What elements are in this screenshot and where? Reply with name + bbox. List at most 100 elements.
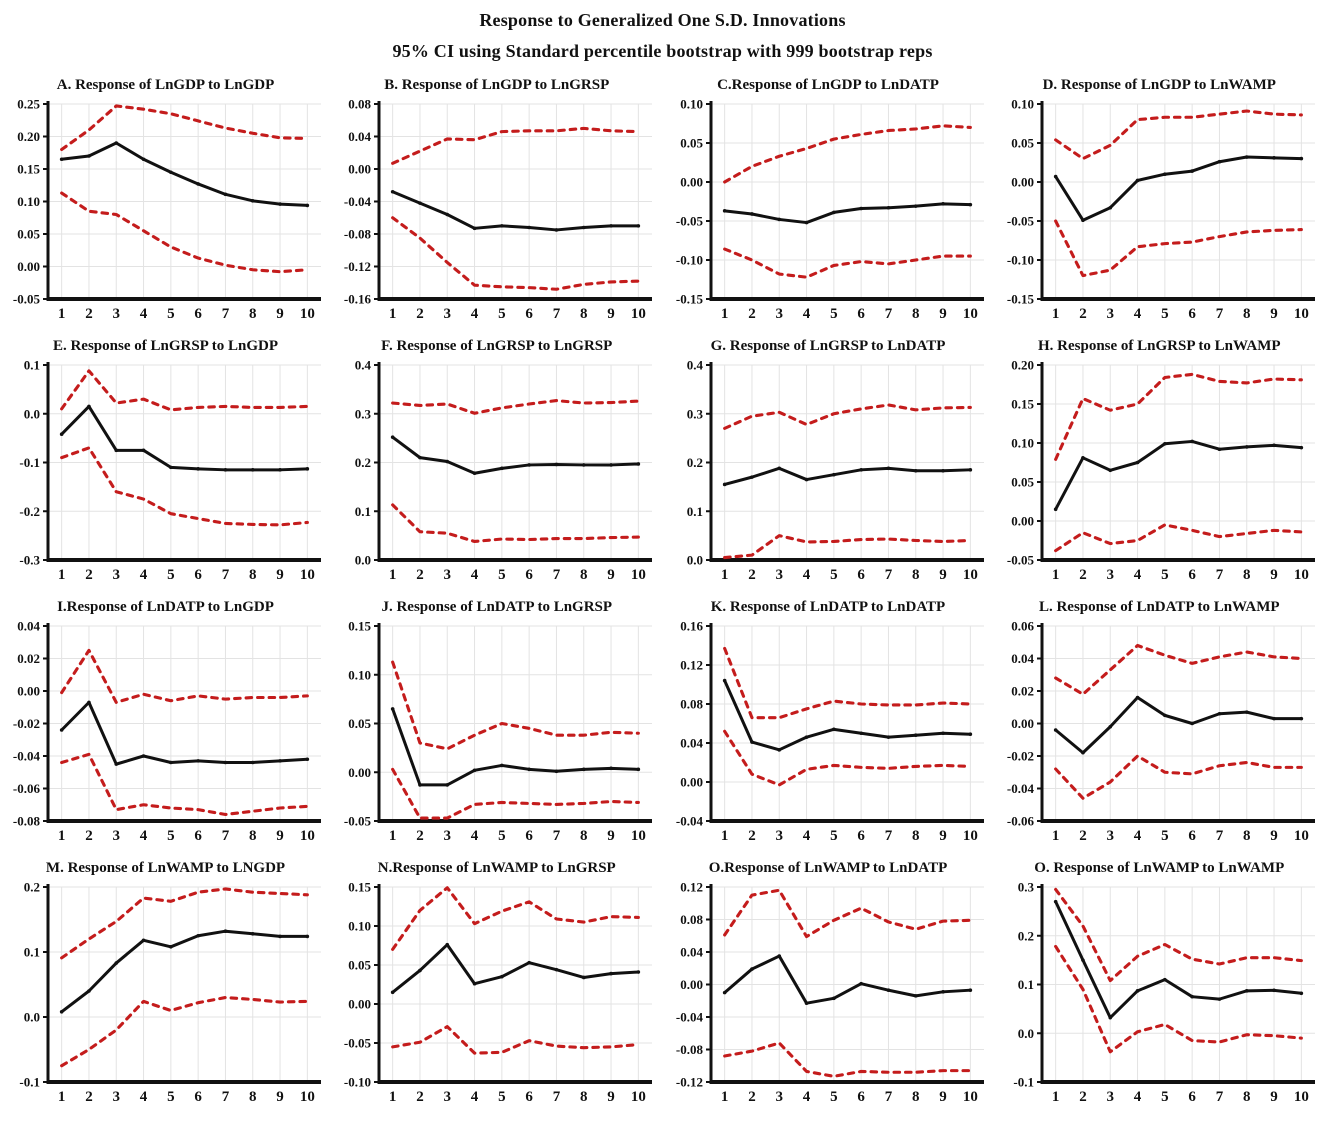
irf-panel: H. Response of LnGRSP to LnWAMP 0.20 0.15… [994,329,1325,590]
svg-text:2: 2 [416,1089,424,1105]
svg-text:-0.10: -0.10 [675,253,702,268]
svg-text:4: 4 [140,306,148,322]
svg-text:0.15: 0.15 [17,162,40,177]
svg-text:5: 5 [1161,1089,1169,1105]
svg-text:0.0: 0.0 [355,553,371,568]
panel-chart: 0.1 0.0 -0.1 -0.2 -0.3 1 2 3 4 5 6 7 8 9 10 [19,358,321,583]
svg-text:8: 8 [249,828,257,844]
svg-text:3: 3 [113,828,121,844]
panel-title: A. Response of LnGDP to LnGDP [56,77,275,93]
svg-text:4: 4 [471,306,479,322]
svg-text:0.2: 0.2 [355,455,371,470]
svg-text:1: 1 [389,567,397,583]
svg-text:0.08: 0.08 [349,97,372,112]
panel-chart: 0.20 0.15 0.10 0.05 0.00 -0.05 1 2 3 4 5 6 7 8 9 10 [1007,358,1315,583]
svg-text:5: 5 [167,306,175,322]
svg-text:8: 8 [912,567,920,583]
panel-chart: 0.04 0.02 0.00 -0.02 -0.04 -0.06 -0.08 1 2 3 4 5 6 7 8… [13,619,321,844]
svg-text:2: 2 [416,567,424,583]
svg-text:0.00: 0.00 [349,997,372,1012]
svg-text:0.04: 0.04 [1011,651,1034,666]
svg-text:9: 9 [276,567,284,583]
svg-text:8: 8 [1243,828,1251,844]
irf-panel: J. Response of LnDATP to LnGRSP 0.15 0.10… [331,590,662,851]
svg-text:2: 2 [85,306,93,322]
svg-text:8: 8 [912,1089,920,1105]
svg-text:7: 7 [553,306,561,322]
svg-text:8: 8 [249,306,257,322]
irf-panel: C.Response of LnGDP to LnDATP 0.10 0.05 0.… [663,68,994,329]
panel-title: C.Response of LnGDP to LnDATP [717,77,939,93]
svg-text:7: 7 [884,567,892,583]
svg-text:5: 5 [498,306,506,322]
svg-text:0.10: 0.10 [1011,436,1034,451]
svg-text:-0.05: -0.05 [13,292,41,307]
svg-text:7: 7 [222,306,230,322]
svg-text:5: 5 [830,1089,838,1105]
svg-text:3: 3 [113,306,121,322]
irf-panel: A. Response of LnGDP to LnGDP 0.25 0.20 0.… [0,68,331,329]
svg-text:0.05: 0.05 [1011,136,1034,151]
svg-text:0.4: 0.4 [686,358,703,373]
svg-text:0.00: 0.00 [680,175,703,190]
irf-panel: I.Response of LnDATP to LnGDP 0.04 0.02 0.… [0,590,331,851]
svg-text:9: 9 [608,567,616,583]
panel-chart: 0.15 0.10 0.05 0.00 -0.05 1 2 3 4 5 6 7 8 9 10 [344,619,653,844]
svg-text:-0.04: -0.04 [344,194,372,209]
svg-text:8: 8 [249,1089,257,1105]
svg-text:-0.05: -0.05 [344,814,372,829]
svg-text:4: 4 [802,567,810,583]
panel-title: L. Response of LnDATP to LnWAMP [1038,599,1280,615]
svg-text:-0.15: -0.15 [1007,292,1035,307]
panel-title: O. Response of LnWAMP to LnWAMP [1034,860,1285,876]
svg-text:5: 5 [167,828,175,844]
svg-text:2: 2 [85,828,93,844]
svg-text:10: 10 [631,1089,646,1105]
panel-title: J. Response of LnDATP to LnGRSP [381,599,613,615]
svg-text:8: 8 [580,828,588,844]
svg-text:1: 1 [720,828,728,844]
svg-text:0.12: 0.12 [680,880,703,895]
svg-text:1: 1 [58,828,66,844]
svg-text:-0.10: -0.10 [344,1075,371,1090]
irf-panel: F. Response of LnGRSP to LnGRSP 0.4 0.3 0.… [331,329,662,590]
svg-text:0.0: 0.0 [1018,1026,1034,1041]
svg-text:3: 3 [444,1089,452,1105]
svg-text:-0.05: -0.05 [675,214,703,229]
svg-text:7: 7 [553,1089,561,1105]
svg-text:4: 4 [140,1089,148,1105]
figure-title: Response to Generalized One S.D. Innovat… [479,10,846,30]
svg-text:0.0: 0.0 [24,406,40,421]
irf-panel: O. Response of LnWAMP to LnWAMP 0.3 0.2 0.… [994,851,1325,1112]
svg-text:1: 1 [58,567,66,583]
svg-text:3: 3 [113,1089,121,1105]
svg-text:7: 7 [1215,1089,1223,1105]
svg-text:2: 2 [85,1089,93,1105]
panel-chart: 0.25 0.20 0.15 0.10 0.05 0.00 -0.05 1 2 3 4 5 6 7 8 9 10 [13,97,321,322]
irf-panel: D. Response of LnGDP to LnWAMP 0.10 0.05 0… [994,68,1325,329]
panel-chart: 0.10 0.05 0.00 -0.05 -0.10 -0.15 1 2 3 4 5 6 7 8 9 10 [1007,97,1315,322]
panel-chart: 0.15 0.10 0.05 0.00 -0.05 -0.10 1 2 3 4 5 6 7 8 9 10 [344,880,653,1105]
svg-text:-0.06: -0.06 [13,781,41,796]
svg-text:3: 3 [444,828,452,844]
svg-text:-0.12: -0.12 [344,259,371,274]
svg-text:0.0: 0.0 [24,1010,40,1025]
svg-text:9: 9 [1270,567,1278,583]
svg-text:2: 2 [748,306,756,322]
svg-text:0.02: 0.02 [1011,684,1034,699]
svg-text:0.05: 0.05 [17,227,40,242]
svg-text:0.10: 0.10 [349,919,372,934]
svg-text:9: 9 [276,828,284,844]
svg-text:0.2: 0.2 [1018,928,1034,943]
svg-text:4: 4 [1134,567,1142,583]
irf-panel: N.Response of LnWAMP to LnGRSP 0.15 0.10 0… [331,851,662,1112]
svg-text:8: 8 [1243,1089,1251,1105]
svg-text:5: 5 [167,567,175,583]
svg-text:0.1: 0.1 [686,504,702,519]
svg-text:7: 7 [553,828,561,844]
svg-text:-0.02: -0.02 [13,716,40,731]
irf-panel: B. Response of LnGDP to LnGRSP 0.08 0.04 0… [331,68,662,329]
svg-text:-0.2: -0.2 [19,504,40,519]
svg-text:7: 7 [1215,828,1223,844]
figure-header: Response to Generalized One S.D. Innovat… [0,0,1325,62]
